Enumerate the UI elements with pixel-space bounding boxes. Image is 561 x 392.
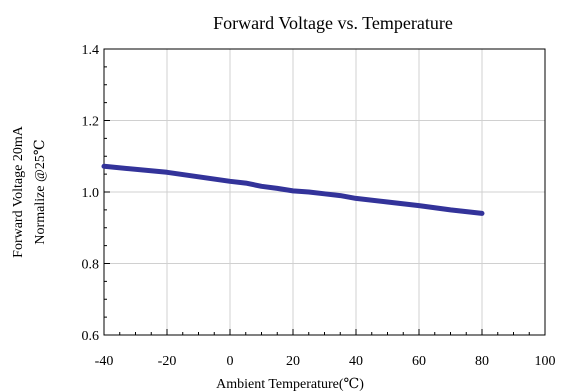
x-tick-label: -20: [158, 354, 177, 369]
y-axis-label-line1: Forward Voltage 20mA: [11, 125, 26, 258]
y-tick-label: 0.8: [82, 258, 100, 273]
y-tick-label: 0.6: [82, 329, 100, 344]
y-axis-label-line2: Normalize @25℃: [33, 139, 48, 244]
chart-title: Forward Voltage vs. Temperature: [213, 13, 453, 33]
y-tick-label: 1.0: [82, 186, 100, 201]
x-axis-label: Ambient Temperature(℃): [216, 377, 364, 392]
series-group: [101, 163, 485, 216]
x-tick-label: 80: [475, 354, 489, 369]
y-tick-labels: 0.6 0.8 1.0 1.2 1.4: [82, 43, 100, 344]
x-tick-labels: -40 -20 0 20 40 60 80 100: [95, 354, 556, 369]
minor-ticks: [103, 48, 546, 336]
grid: [104, 49, 545, 335]
series-line: [101, 163, 485, 216]
x-tick-label: 20: [286, 354, 300, 369]
x-tick-label: 0: [227, 354, 234, 369]
x-tick-label: 40: [349, 354, 363, 369]
x-tick-label: 100: [535, 354, 556, 369]
x-tick-label: 60: [412, 354, 426, 369]
y-tick-label: 1.4: [82, 43, 100, 58]
y-tick-label: 1.2: [82, 115, 100, 130]
x-tick-label: -40: [95, 354, 114, 369]
